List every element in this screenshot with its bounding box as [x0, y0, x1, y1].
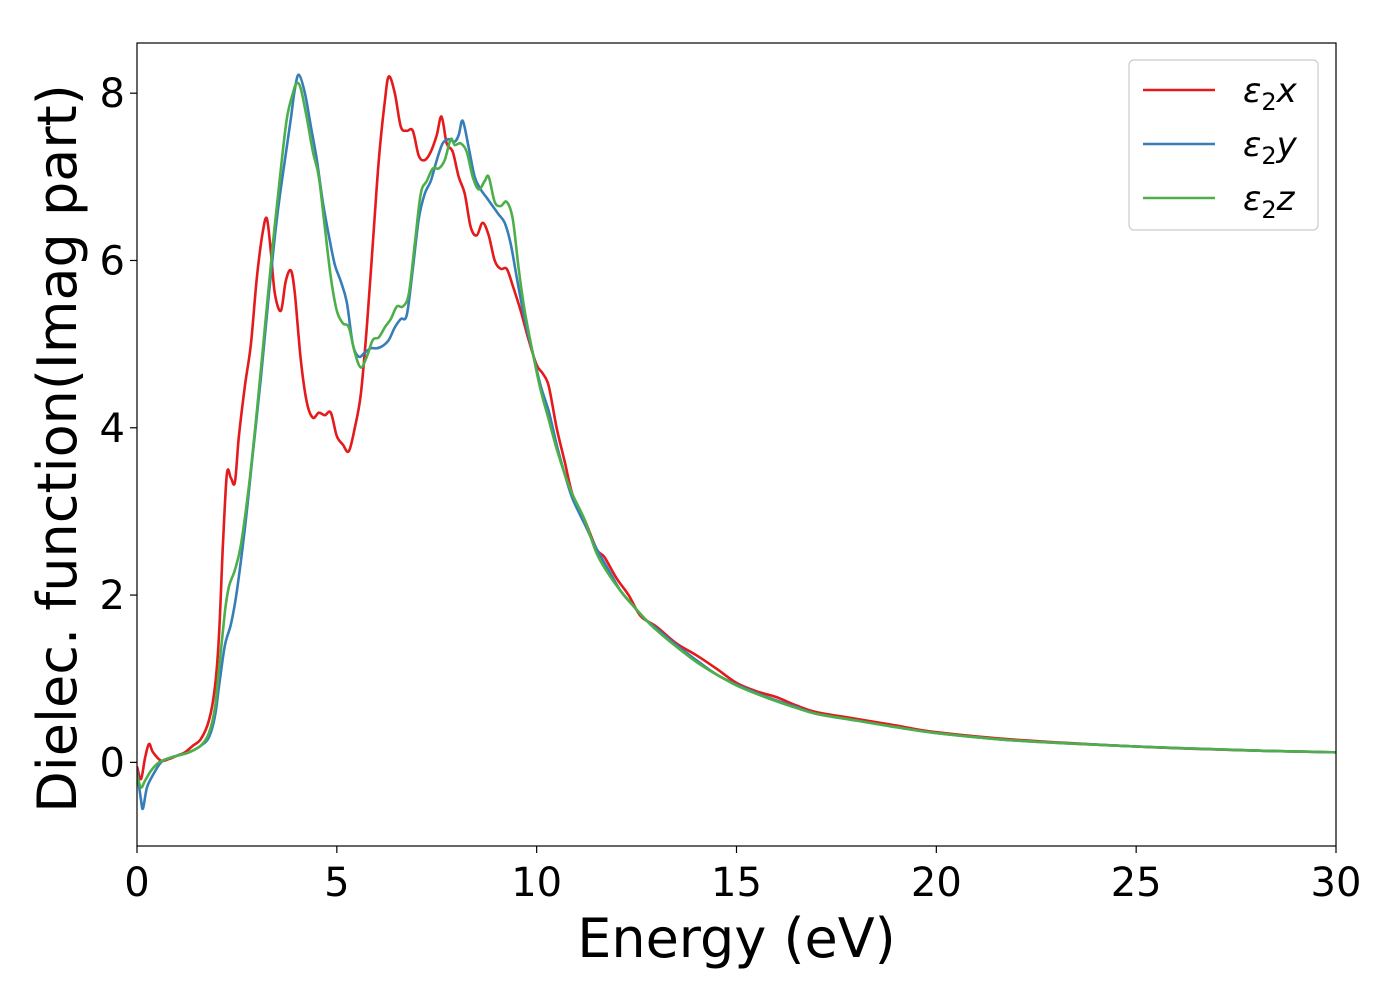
x-tick-label: 20: [911, 860, 962, 906]
x-tick-label: 25: [1111, 860, 1162, 906]
legend-label-z: ε2z: [1243, 179, 1296, 224]
series-line-y: [137, 73, 1336, 811]
y-tick-label: 2: [100, 573, 125, 619]
series-layer: [137, 73, 1336, 811]
legend-label-x: ε2x: [1243, 71, 1298, 116]
series-line-z: [137, 81, 1336, 789]
y-tick-label: 8: [100, 71, 125, 117]
y-tick-label: 0: [100, 740, 125, 786]
y-axis: 0 2 4 6 8: [100, 71, 137, 786]
y-tick-label: 6: [100, 238, 125, 284]
x-tick-label: 15: [711, 860, 762, 906]
x-axis-label: Energy (eV): [577, 907, 896, 970]
legend: ε2x ε2y ε2z: [1128, 59, 1319, 231]
x-axis: 0 5 10 15 20 25 30: [124, 846, 1361, 906]
legend-box: [1128, 59, 1319, 231]
x-tick-label: 5: [324, 860, 349, 906]
x-tick-label: 10: [511, 860, 562, 906]
x-tick-label: 0: [124, 860, 149, 906]
y-tick-label: 4: [100, 406, 125, 452]
y-axis-label: Dielec. function(Imag part): [26, 84, 89, 813]
x-tick-label: 30: [1311, 860, 1362, 906]
legend-label-y: ε2y: [1243, 125, 1298, 170]
